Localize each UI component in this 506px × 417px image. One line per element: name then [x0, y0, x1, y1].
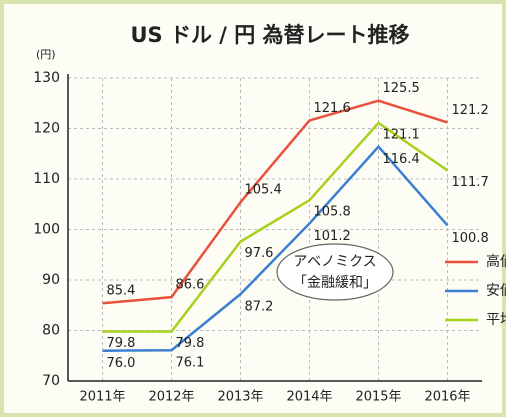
x-tick-label: 2014年: [286, 390, 332, 405]
data-label: 121.1: [383, 127, 420, 142]
data-label: 79.8: [107, 336, 136, 351]
x-tick-label: 2013年: [217, 390, 263, 405]
legend-label: 平均: [486, 312, 506, 328]
data-label: 116.4: [383, 152, 420, 167]
y-tick-label: 90: [42, 272, 60, 288]
series-line: [102, 99, 448, 305]
y-tick-label: 110: [33, 171, 60, 187]
series-line: [102, 144, 449, 352]
data-label: 111.7: [452, 175, 489, 190]
legend-label: 高値: [486, 253, 506, 270]
y-tick-label: 130: [33, 70, 60, 86]
data-label: 97.6: [245, 246, 274, 261]
series-line: [102, 121, 449, 333]
data-label: 105.8: [314, 205, 351, 220]
data-label: 76.0: [107, 356, 136, 371]
annotation: 「金融緩和」: [293, 275, 377, 291]
data-label: 100.8: [452, 231, 489, 246]
y-unit: (円): [36, 48, 56, 61]
y-tick-label: 100: [33, 222, 60, 238]
data-label: 76.1: [176, 356, 205, 371]
y-tick-label: 70: [42, 373, 60, 389]
x-tick-label: 2015年: [355, 390, 401, 405]
data-label: 121.2: [452, 103, 489, 118]
y-tick-label: 80: [42, 323, 60, 339]
chart-title: US ドル / 円 為替レート推移: [130, 23, 409, 47]
annotation: アベノミクス: [293, 254, 376, 270]
data-label: 79.8: [176, 336, 205, 351]
y-tick-label: 120: [33, 121, 60, 137]
legend-label: 安値: [486, 283, 506, 299]
data-label: 85.4: [107, 284, 136, 299]
data-label: 101.2: [314, 229, 351, 244]
data-label: 87.2: [245, 300, 274, 315]
x-tick-label: 2012年: [148, 390, 194, 405]
data-label: 105.4: [245, 183, 282, 198]
data-label: 86.6: [176, 278, 205, 293]
x-tick-label: 2016年: [424, 390, 470, 405]
data-label: 121.6: [314, 101, 351, 116]
annotation-bubble: [276, 243, 394, 301]
x-tick-label: 2011年: [79, 390, 125, 405]
data-label: 125.5: [383, 81, 420, 96]
